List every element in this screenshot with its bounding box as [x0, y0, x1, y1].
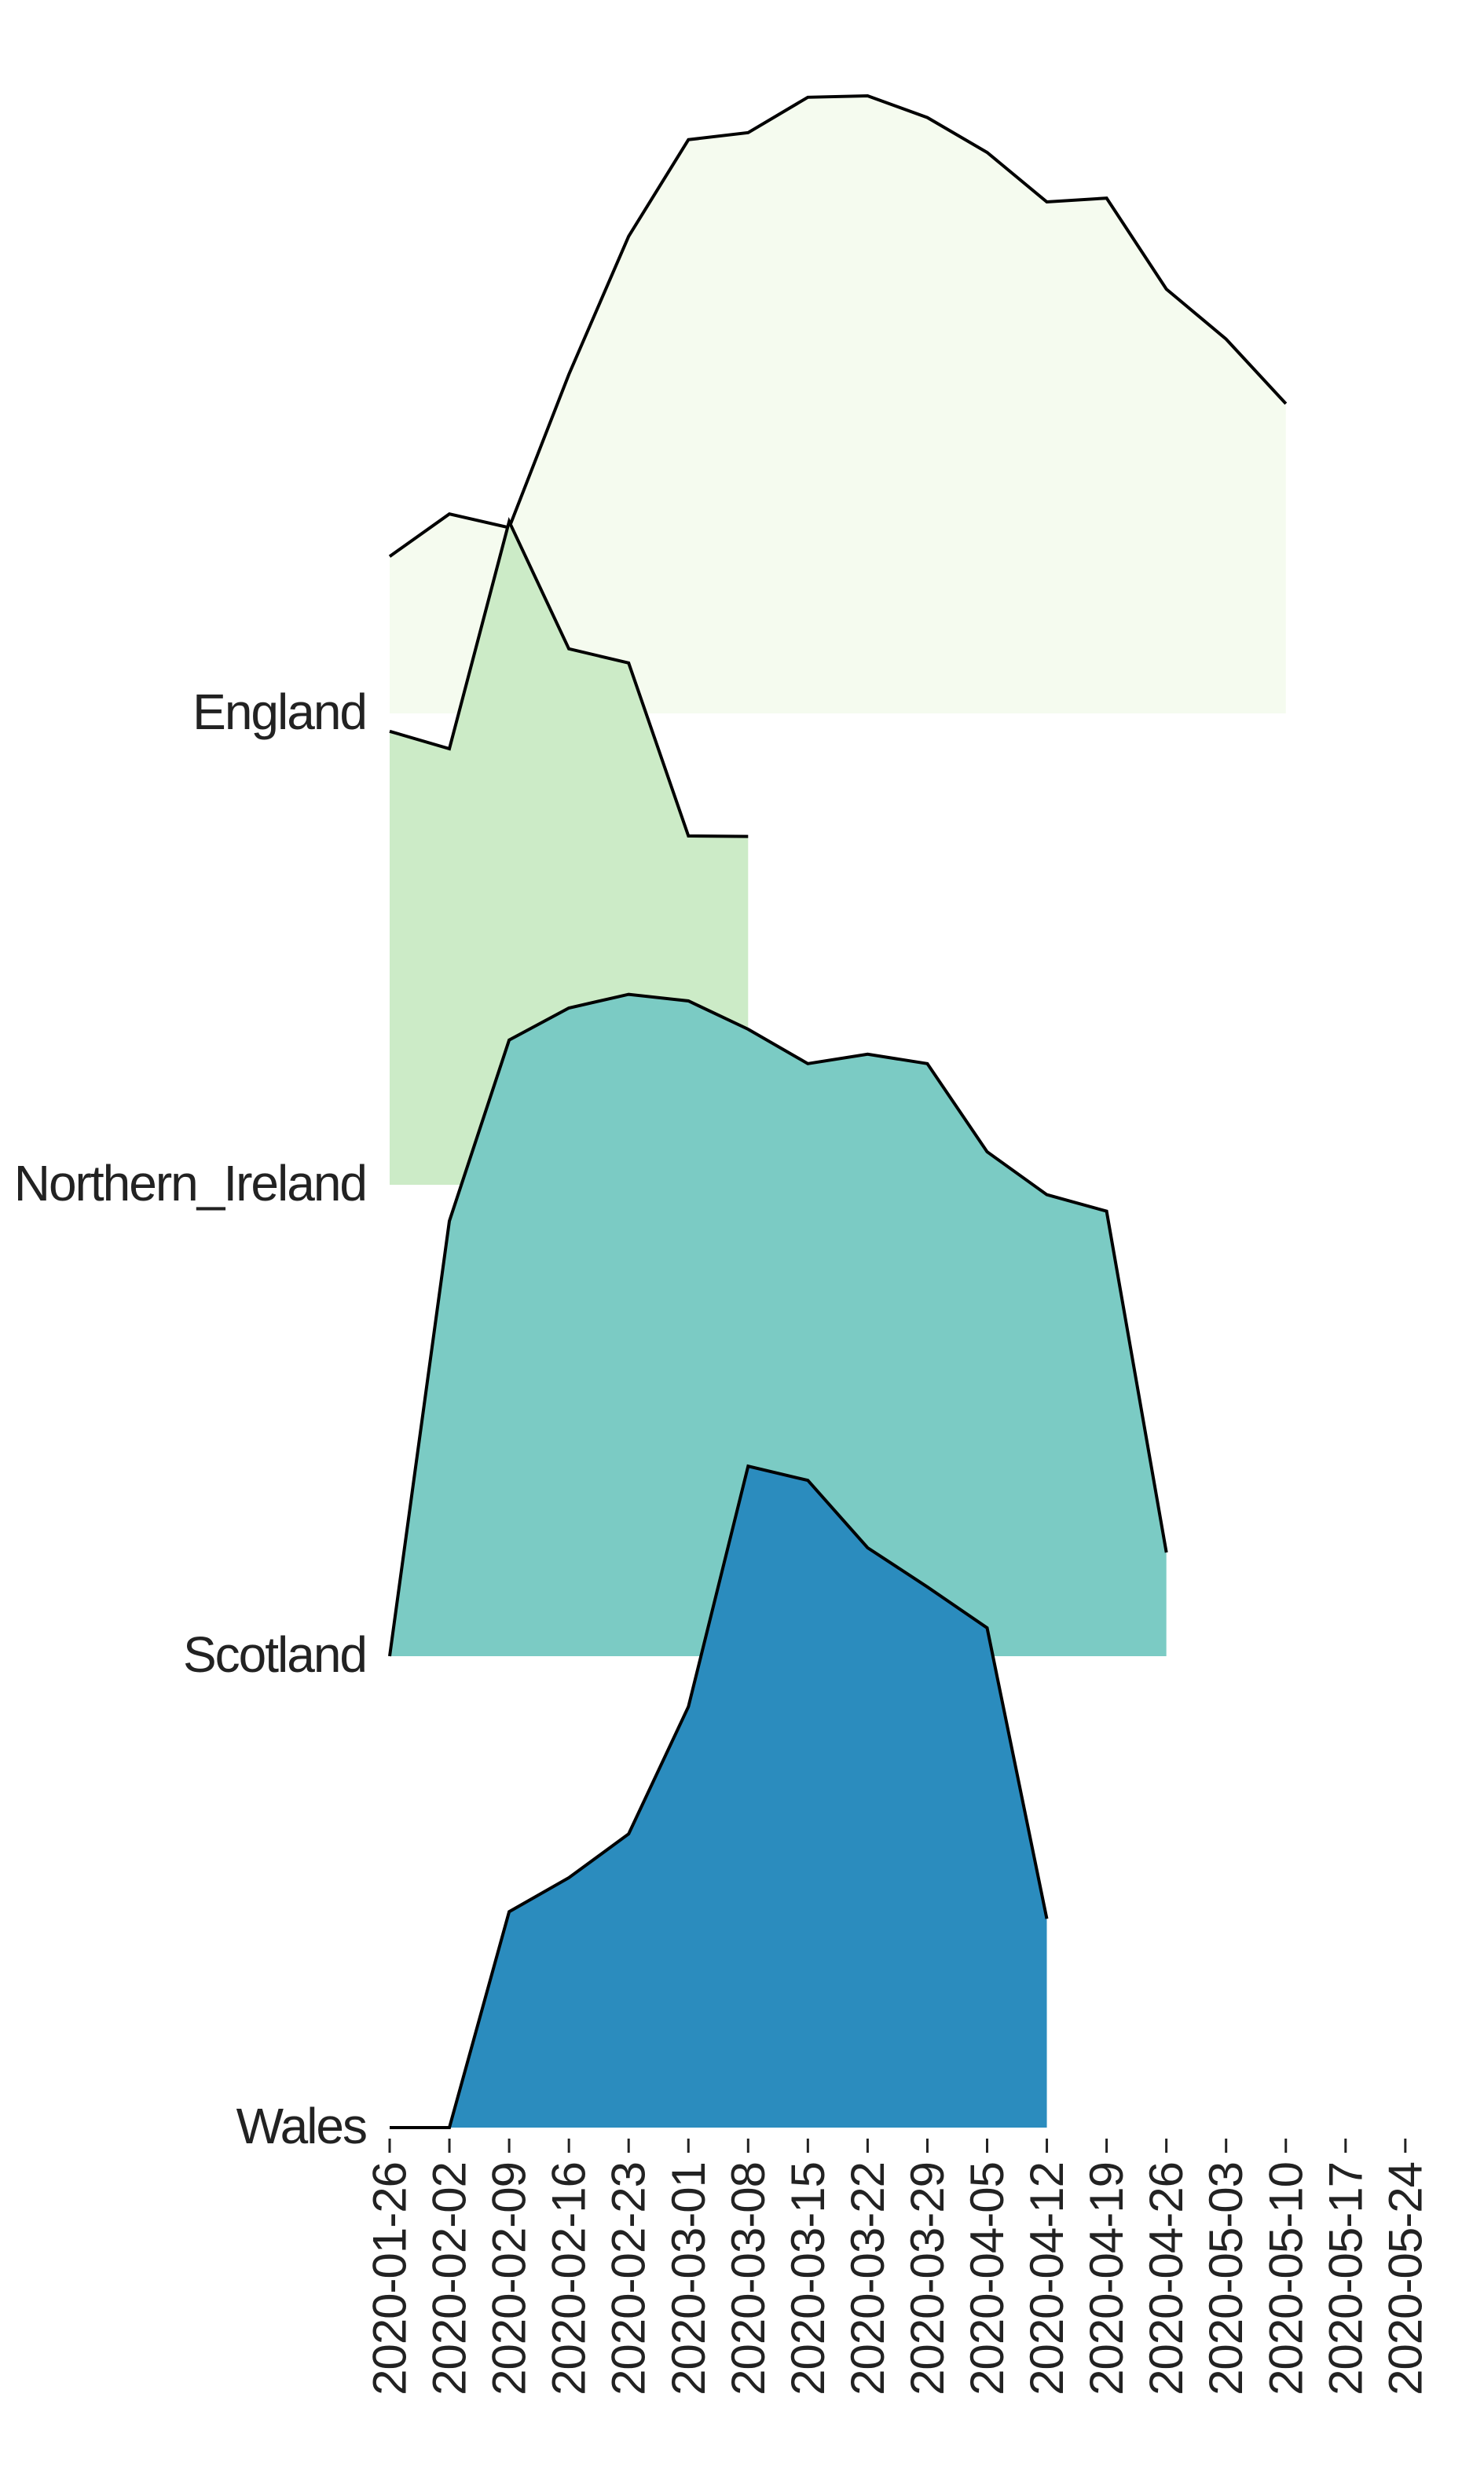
- ridge-area-scotland: [390, 994, 1167, 1656]
- x-tick-label-2020-03-29: 2020-03-29: [901, 2162, 954, 2396]
- x-tick-label-2020-04-05: 2020-04-05: [961, 2162, 1013, 2396]
- ridge-line-scotland: [388, 992, 1168, 1657]
- x-tick-label-2020-05-10: 2020-05-10: [1259, 2162, 1312, 2396]
- x-tick-label-2020-05-17: 2020-05-17: [1319, 2162, 1372, 2396]
- x-tick-label-2020-05-03: 2020-05-03: [1200, 2162, 1252, 2396]
- x-tick-label-2020-03-08: 2020-03-08: [722, 2162, 775, 2396]
- ridge-label-england: England: [192, 684, 366, 740]
- x-tick-label-2020-03-22: 2020-03-22: [841, 2162, 894, 2396]
- x-tick-label-2020-01-26: 2020-01-26: [364, 2162, 416, 2396]
- x-tick-label-2020-04-26: 2020-04-26: [1140, 2162, 1193, 2396]
- ridge-scotland: [388, 992, 1168, 1657]
- ridge-labels: England Northern_Ireland Scotland Wales: [14, 684, 368, 2154]
- ridge-line-wales: [390, 1464, 1049, 2129]
- x-tick-label-2020-04-19: 2020-04-19: [1080, 2162, 1133, 2396]
- ridges-layer: [388, 93, 1288, 2129]
- ridge-line-northern-ireland: [389, 516, 749, 838]
- ridge-label-scotland: Scotland: [183, 1626, 366, 1683]
- x-tick-label-2020-03-01: 2020-03-01: [662, 2162, 715, 2396]
- ridge-england: [388, 93, 1288, 713]
- x-tick-label-2020-04-12: 2020-04-12: [1020, 2162, 1073, 2396]
- ridge-wales: [390, 1464, 1049, 2129]
- x-tick-label-2020-02-23: 2020-02-23: [603, 2162, 655, 2396]
- ridge-label-wales: Wales: [236, 2098, 366, 2154]
- ridge-line-england: [388, 93, 1288, 558]
- ridge-area-wales: [390, 1466, 1047, 2128]
- x-tick-label-2020-02-16: 2020-02-16: [543, 2162, 595, 2396]
- x-axis: 2020-01-26 2020-02-02 2020-02-09 2020-02-16…: [364, 2139, 1431, 2396]
- x-tick-label-2020-02-09: 2020-02-09: [483, 2162, 536, 2396]
- x-tick-label-2020-05-24: 2020-05-24: [1379, 2162, 1431, 2396]
- x-tick-label-2020-03-15: 2020-03-15: [782, 2162, 834, 2396]
- ridge-label-northern-ireland: Northern_Ireland: [14, 1155, 366, 1212]
- x-tick-label-2020-02-02: 2020-02-02: [423, 2162, 476, 2396]
- ridge-area-england: [390, 96, 1286, 713]
